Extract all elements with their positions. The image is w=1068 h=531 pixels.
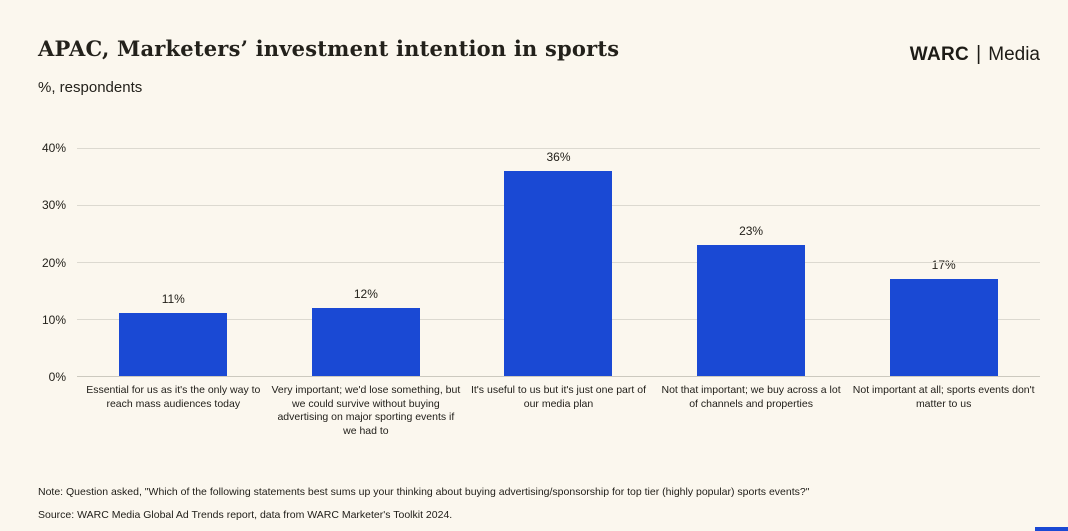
bar-column: 17% <box>847 148 1040 376</box>
bar <box>311 307 420 376</box>
bottom-right-accent-bar <box>1035 527 1068 531</box>
note-text: Note: Question asked, "Which of the foll… <box>38 486 810 498</box>
warc-media-logo: WARC | Media <box>910 43 1040 66</box>
y-axis-tick-label: 30% <box>41 198 66 213</box>
source-text: Source: WARC Media Global Ad Trends repo… <box>38 509 453 521</box>
bar-column: 36% <box>462 148 655 376</box>
bar-value-label: 36% <box>546 149 571 164</box>
bar <box>697 244 806 376</box>
y-axis-tick-label: 20% <box>41 255 66 270</box>
bar <box>889 279 998 376</box>
bar-value-label: 11% <box>161 292 185 307</box>
logo-brand-text: WARC <box>909 43 970 65</box>
x-axis-category-label: Essential for us as it's the only way to… <box>86 384 261 410</box>
x-axis-category-label: Not that important; we buy across a lot … <box>661 384 841 410</box>
bar-column: 11% <box>77 148 270 376</box>
bar <box>504 170 613 376</box>
y-axis-tick-label: 10% <box>41 312 66 327</box>
plot-area: 11% 12% 36% 23% 17% <box>77 147 1040 377</box>
page-subtitle: %, respondents <box>38 79 143 96</box>
logo-suffix-text: Media <box>988 43 1040 65</box>
y-axis: 0% 10% 20% 30% 40% <box>0 141 66 384</box>
x-axis-category-label: Very important; we'd lose something, but… <box>271 384 461 437</box>
page-title: APAC, Marketers’ investment intention in… <box>38 36 620 61</box>
bar <box>119 313 228 376</box>
bar-value-label: 23% <box>739 223 764 238</box>
bar-columns: 11% 12% 36% 23% 17% <box>77 148 1040 376</box>
bar-column: 23% <box>655 148 848 376</box>
bar-value-label: 12% <box>353 286 378 301</box>
logo-separator: | <box>976 43 982 65</box>
x-axis-category-label: It's useful to us but it's just one part… <box>470 384 646 410</box>
x-axis-labels: Essential for us as it's the only way to… <box>77 384 1040 438</box>
x-axis-category-label: Not important at all; sports events don'… <box>852 384 1035 410</box>
gridline <box>77 147 1040 149</box>
bar-column: 12% <box>270 148 463 376</box>
y-axis-tick-label: 40% <box>41 141 66 155</box>
y-axis-tick-label: 0% <box>48 370 66 384</box>
bar-value-label: 17% <box>931 258 956 273</box>
